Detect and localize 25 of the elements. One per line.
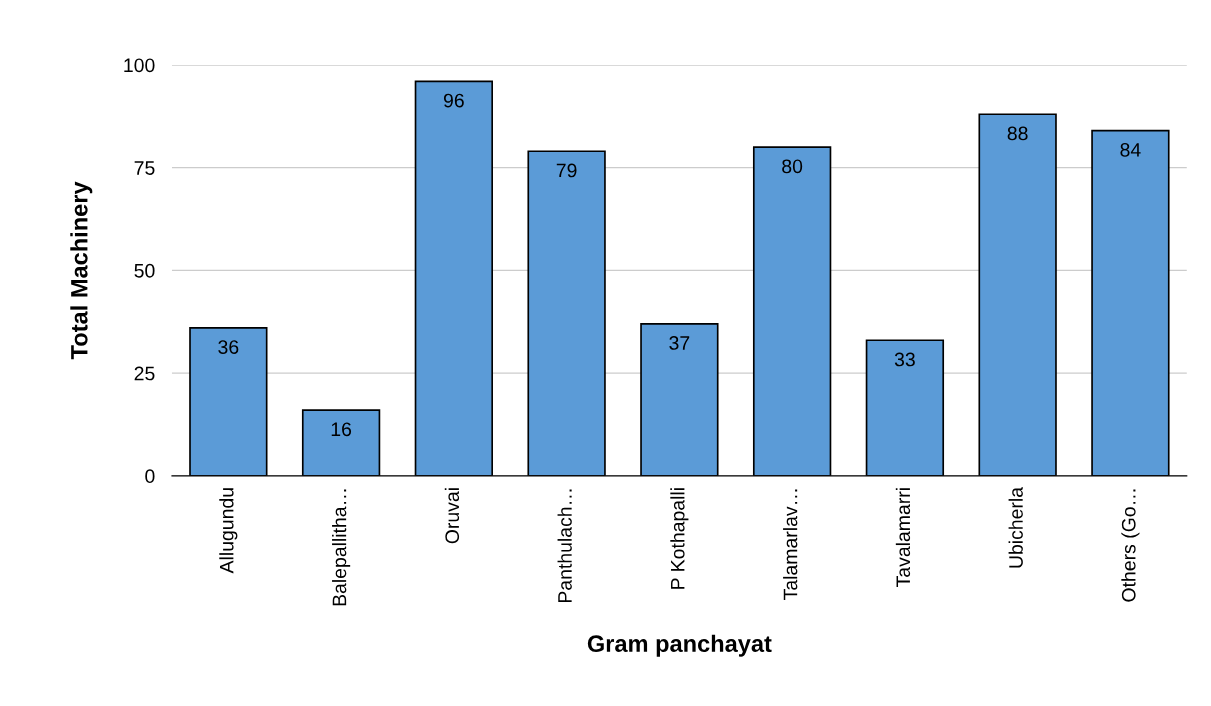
x-tick-label: Oruvai <box>444 488 460 544</box>
data-label: 36 <box>218 340 239 354</box>
y-tick-label: 25 <box>134 366 155 381</box>
y-axis-title: Total Machinery <box>70 181 93 360</box>
y-tick-label: 75 <box>134 161 155 175</box>
y-tick-label: 100 <box>124 58 155 73</box>
x-tick-label: Balepallitha… <box>332 489 351 606</box>
x-tick-label: P Kothapalli <box>670 488 689 589</box>
x-tick-label: Panthulach… <box>557 489 572 603</box>
x-axis-title: Gram panchayat <box>587 634 772 657</box>
data-label: 79 <box>556 163 577 178</box>
y-tick-label: 0 <box>145 469 155 484</box>
x-tick-label: Ubicherla <box>1008 486 1023 568</box>
x-tick-label: Talamarlav… <box>783 489 798 600</box>
data-label: 37 <box>669 336 690 350</box>
x-tick-label: Allugundu <box>219 488 238 574</box>
data-label: 33 <box>894 352 915 367</box>
x-tick-label: Tavalamarri <box>895 488 911 587</box>
data-label: 96 <box>443 93 464 108</box>
data-label: 88 <box>1007 126 1028 141</box>
data-label: 16 <box>331 422 352 437</box>
data-label: 80 <box>782 159 803 174</box>
y-tick-label: 50 <box>134 263 155 278</box>
data-label: 84 <box>1120 142 1141 157</box>
x-tick-label: Others (Go… <box>1121 489 1140 602</box>
